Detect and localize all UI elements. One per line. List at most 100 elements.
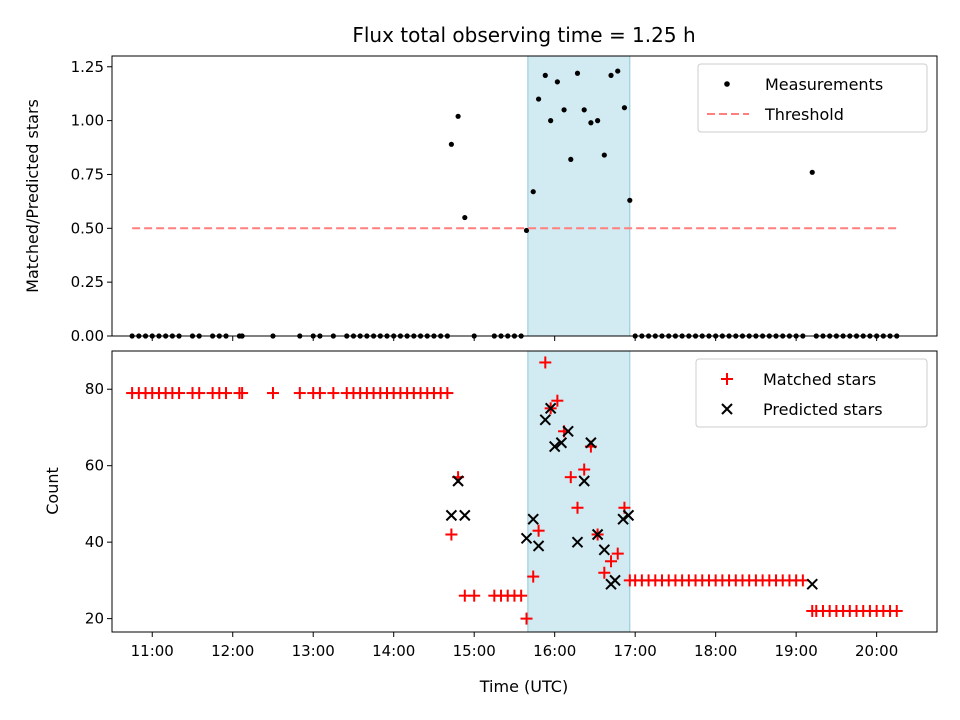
legend-predicted-label: Predicted stars xyxy=(763,400,883,419)
bottom-panel-frame xyxy=(111,350,938,633)
measurement-point xyxy=(615,68,621,74)
matched-star-point xyxy=(527,570,540,583)
measurement-point xyxy=(542,72,548,78)
matched-star-point xyxy=(578,463,591,476)
matched-star-point xyxy=(173,387,186,400)
top-panel: 0.00 0.25 0.50 0.75 1.00 1.25 Matched/Predict… xyxy=(23,55,938,345)
matched-star-point xyxy=(890,604,903,617)
bottom-y-tick-label: 40 xyxy=(85,533,104,551)
measurement-point xyxy=(588,120,594,126)
top-panel-frame xyxy=(111,55,938,337)
matched-star-point xyxy=(571,501,584,514)
predicted-star-point xyxy=(622,509,635,522)
top-y-axis-label: Matched/Predicted stars xyxy=(23,99,42,293)
measurement-point xyxy=(548,118,554,124)
measurement-point xyxy=(523,227,530,234)
top-legend-box xyxy=(697,63,928,133)
top-plot-marks xyxy=(129,68,900,339)
top-y-tick-label: 0.75 xyxy=(71,165,104,183)
bottom-x-axis: 11:00 12:00 13:00 14:00 15:00 16:00 17:00 18:00… xyxy=(131,632,898,660)
measurement-point xyxy=(448,141,454,147)
x-tick-label: 12:00 xyxy=(211,642,254,660)
measurement-point xyxy=(595,118,601,124)
observing-window-bottom xyxy=(527,350,631,633)
predicted-star-point xyxy=(527,513,539,525)
matched-star-point xyxy=(441,387,454,400)
x-axis-label: Time (UTC) xyxy=(479,677,568,696)
predicted-star-point xyxy=(578,475,590,487)
predicted-star-point xyxy=(585,437,597,449)
matched-star-point xyxy=(266,387,279,400)
matched-star-point xyxy=(293,387,306,400)
bottom-legend-box xyxy=(695,358,928,428)
top-y-tick-label: 0.50 xyxy=(71,219,104,237)
predicted-star-point xyxy=(562,425,574,437)
measurement-point xyxy=(568,156,574,162)
measurement-point xyxy=(601,152,607,158)
top-y-tick-label: 0.25 xyxy=(71,273,104,291)
bottom-y-tick-label: 20 xyxy=(85,610,104,628)
matched-star-point xyxy=(796,574,809,587)
x-tick-label: 14:00 xyxy=(372,642,415,660)
measurement-point xyxy=(554,79,560,85)
bottom-legend: Matched stars Predicted stars xyxy=(695,358,928,428)
measurement-point xyxy=(530,189,536,195)
legend-predicted-marker xyxy=(721,403,733,415)
predicted-star-point xyxy=(532,540,545,552)
measurement-point xyxy=(608,72,614,78)
measurement-point xyxy=(581,107,587,113)
measurement-point xyxy=(574,70,581,76)
matched-star-point xyxy=(532,524,545,537)
predicted-star-point xyxy=(806,578,818,590)
x-tick-label: 15:00 xyxy=(453,642,496,660)
predicted-star-point xyxy=(617,513,629,525)
matched-star-point xyxy=(236,387,249,400)
matched-star-point xyxy=(313,387,326,400)
x-tick-label: 19:00 xyxy=(775,642,818,660)
top-y-tick-label: 1.25 xyxy=(71,58,104,76)
x-tick-label: 16:00 xyxy=(533,642,576,660)
matched-star-point xyxy=(551,394,564,407)
matched-star-point xyxy=(520,612,533,625)
matched-star-point xyxy=(468,589,481,602)
chart-title: Flux total observing time = 1.25 h xyxy=(352,23,695,47)
legend-measurements-marker xyxy=(724,81,730,87)
bottom-y-tick-label: 80 xyxy=(85,380,104,398)
measurement-point xyxy=(462,214,468,221)
measurement-point xyxy=(535,96,542,102)
matched-star-point xyxy=(193,387,206,400)
matched-star-point xyxy=(598,566,611,579)
bottom-y-axis-label: Count xyxy=(43,467,62,515)
top-y-tick-label: 1.00 xyxy=(71,112,104,130)
legend-measurements-label: Measurements xyxy=(765,75,883,94)
x-tick-label: 11:00 xyxy=(131,642,174,660)
observing-window-top xyxy=(527,55,631,337)
predicted-star-point xyxy=(571,536,584,548)
top-y-axis: 0.00 0.25 0.50 0.75 1.00 1.25 xyxy=(71,58,112,345)
matched-star-point xyxy=(564,471,577,484)
matched-star-point xyxy=(327,387,340,400)
matched-star-point xyxy=(605,555,618,568)
predicted-star-point xyxy=(591,528,604,541)
x-tick-label: 18:00 xyxy=(694,642,737,660)
matched-star-point xyxy=(539,356,552,369)
matched-star-point xyxy=(515,589,528,602)
measurement-point xyxy=(455,113,461,119)
matched-star-point xyxy=(611,547,624,560)
measurement-point xyxy=(627,197,633,203)
predicted-star-point xyxy=(555,437,568,449)
legend-matched-marker xyxy=(721,373,733,385)
predicted-star-point xyxy=(548,440,561,453)
x-tick-label: 13:00 xyxy=(292,642,335,660)
x-tick-label: 20:00 xyxy=(855,642,898,660)
predicted-star-point xyxy=(609,574,621,587)
x-tick-label: 17:00 xyxy=(614,642,657,660)
predicted-star-point xyxy=(544,402,557,415)
predicted-star-point xyxy=(445,509,458,522)
matched-star-point xyxy=(220,387,233,400)
measurement-point xyxy=(809,169,815,175)
bottom-y-axis: 20 40 60 80 xyxy=(85,380,112,628)
predicted-star-point xyxy=(459,509,471,522)
